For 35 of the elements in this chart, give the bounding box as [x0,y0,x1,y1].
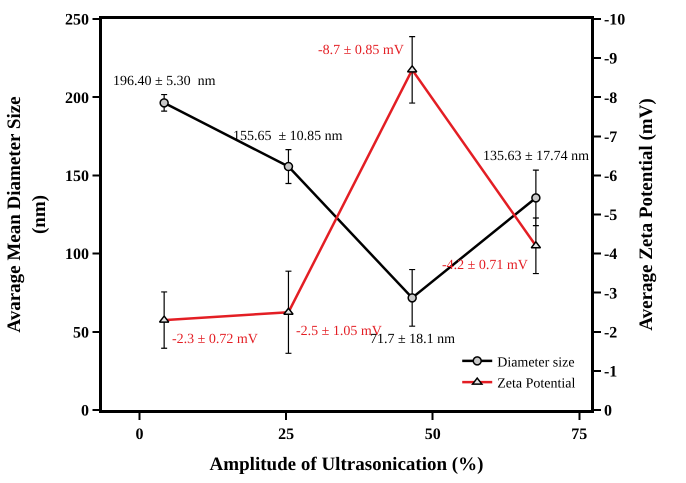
point [159,98,169,108]
y2-tick-label: -9 [604,50,618,68]
point [531,193,541,203]
y2-tick-label: -7 [604,128,618,146]
data-label: 155.65 ± 10.85 nm [233,129,343,144]
y2-tick-label: -3 [604,285,618,302]
y2-tick-label: -2 [604,324,618,342]
x-tick-label: 0 [136,426,144,443]
y-tick-label: 0 [81,402,90,420]
y-tick-label: 150 [65,168,90,185]
point [284,162,294,172]
y2-tick-label: 0 [604,402,612,420]
point [407,293,417,303]
legend-label: Zeta Potential [497,376,576,392]
y-tick-label: 100 [65,246,90,264]
y2-tick-label: -5 [604,207,618,224]
x-axis-title: Amplitude of Ultrasonication (%) [210,454,484,475]
data-label: 135.63 ± 17.74 nm [483,149,590,164]
y2-tick-label: -10 [604,12,626,29]
y2-tick-label: -6 [604,168,618,185]
x-tick-label: 50 [424,426,441,443]
y2-tick-label: -4 [604,246,618,264]
data-label: -8.7 ± 0.85 mV [318,43,404,58]
y2-tick-label: -1 [604,364,618,380]
y-tick-label: 250 [65,12,90,29]
y-tick-label: 200 [65,90,90,107]
y-tick-label: 50 [73,324,90,342]
data-label: 196.40 ± 5.30 nm [113,74,216,89]
y-axis-title: Avarage Mean Diameter Size (nm) [4,96,50,333]
x-tick-label: 75 [571,426,588,443]
data-label: -2.3 ± 0.72 mV [172,332,258,347]
x-tick-label: 25 [278,426,294,443]
legend-label: Diameter size [497,355,575,370]
y2-tick-label: -8 [604,90,618,107]
y2-axis-title: Average Zeta Potential (mV) [636,98,658,331]
